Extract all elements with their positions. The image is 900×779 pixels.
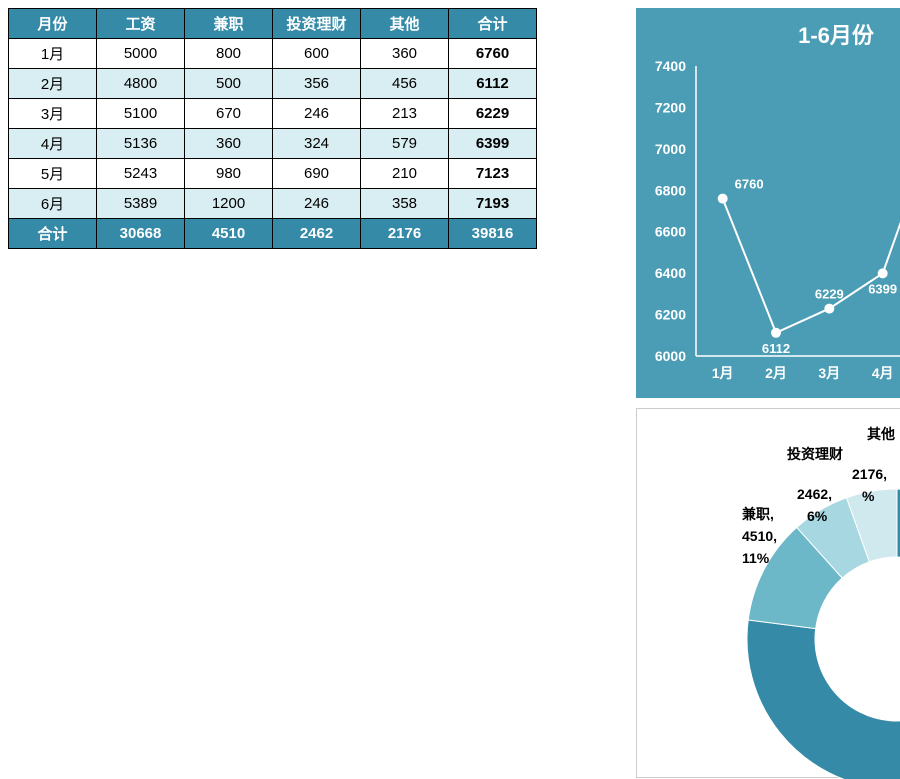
donut-svg: 兼职, 4510, 11% 投资理财 2462, 6% 其他 2176,% [637, 409, 900, 779]
col-other: 其他 [361, 9, 449, 39]
cell-total: 6229 [449, 99, 537, 129]
table-body: 1月 5000 800 600 360 6760 2月 4800 500 356… [9, 39, 537, 219]
cell-total: 7193 [449, 189, 537, 219]
y-tick-label: 7000 [655, 141, 686, 157]
cell: 360 [185, 129, 273, 159]
x-tick-label: 3月 [818, 365, 840, 381]
footer-cell: 30668 [97, 219, 185, 249]
table-row: 6月 5389 1200 246 358 7193 [9, 189, 537, 219]
data-marker [718, 194, 728, 204]
table-row: 2月 4800 500 356 456 6112 [9, 69, 537, 99]
donut-label: 2176, [852, 466, 887, 482]
footer-cell: 2176 [361, 219, 449, 249]
col-invest: 投资理财 [273, 9, 361, 39]
cell: 4800 [97, 69, 185, 99]
donut-label: 11% [742, 550, 770, 566]
cell-total: 6399 [449, 129, 537, 159]
cell: 5月 [9, 159, 97, 189]
y-tick-label: 6800 [655, 182, 686, 198]
cell: 1200 [185, 189, 273, 219]
cell: 358 [361, 189, 449, 219]
footer-cell: 4510 [185, 219, 273, 249]
cell: 5243 [97, 159, 185, 189]
table-row: 3月 5100 670 246 213 6229 [9, 99, 537, 129]
footer-cell: 2462 [273, 219, 361, 249]
data-label: 6760 [735, 177, 764, 192]
col-month: 月份 [9, 9, 97, 39]
chart-title: 1-6月份 [636, 8, 900, 56]
table-row: 5月 5243 980 690 210 7123 [9, 159, 537, 189]
data-label: 6399 [868, 281, 897, 296]
cell: 356 [273, 69, 361, 99]
cell-total: 6112 [449, 69, 537, 99]
income-table: 月份 工资 兼职 投资理财 其他 合计 1月 5000 800 600 360 … [8, 8, 537, 249]
line-chart-svg: 6000 6200 6400 6600 6800 7000 7200 7400 6760 1月 61… [636, 56, 900, 396]
y-tick-label: 6200 [655, 307, 686, 323]
cell: 579 [361, 129, 449, 159]
x-tick-label: 2月 [765, 365, 787, 381]
cell: 360 [361, 39, 449, 69]
donut-label: % [862, 488, 875, 504]
cell: 246 [273, 99, 361, 129]
cell: 5136 [97, 129, 185, 159]
cell: 600 [273, 39, 361, 69]
cell: 324 [273, 129, 361, 159]
table-header: 月份 工资 兼职 投资理财 其他 合计 [9, 9, 537, 39]
table-row: 4月 5136 360 324 579 6399 [9, 129, 537, 159]
footer-cell: 39816 [449, 219, 537, 249]
cell-total: 7123 [449, 159, 537, 189]
cell: 500 [185, 69, 273, 99]
donut-label: 2462, [797, 486, 832, 502]
col-part: 兼职 [185, 9, 273, 39]
cell: 210 [361, 159, 449, 189]
donut-label: 6% [807, 508, 828, 524]
cell: 2月 [9, 69, 97, 99]
table-footer: 合计 30668 4510 2462 2176 39816 [9, 219, 537, 249]
cell: 690 [273, 159, 361, 189]
cell: 1月 [9, 39, 97, 69]
cell: 800 [185, 39, 273, 69]
x-tick-label: 4月 [872, 365, 894, 381]
table: 月份 工资 兼职 投资理财 其他 合计 1月 5000 800 600 360 … [8, 8, 537, 249]
donut-label: 兼职, [742, 506, 774, 522]
cell: 3月 [9, 99, 97, 129]
cell: 670 [185, 99, 273, 129]
footer-cell: 合计 [9, 219, 97, 249]
monthly-line-chart: 1-6月份 6000 6200 6400 6600 6800 7000 7200 7400 67… [636, 8, 900, 398]
data-label: 6229 [815, 287, 844, 302]
y-tick-label: 7400 [655, 58, 686, 74]
y-tick-label: 6600 [655, 224, 686, 240]
cell: 4月 [9, 129, 97, 159]
donut-label: 4510, [742, 528, 777, 544]
data-marker [824, 304, 834, 314]
cell: 5000 [97, 39, 185, 69]
data-label: 6112 [762, 341, 790, 356]
col-salary: 工资 [97, 9, 185, 39]
cell: 980 [185, 159, 273, 189]
cell: 456 [361, 69, 449, 99]
table-row: 1月 5000 800 600 360 6760 [9, 39, 537, 69]
cell-total: 6760 [449, 39, 537, 69]
donut-label: 投资理财 [787, 446, 843, 462]
cell: 213 [361, 99, 449, 129]
y-tick-label: 7200 [655, 99, 686, 115]
y-tick-label: 6000 [655, 348, 686, 364]
x-tick-label: 1月 [712, 365, 734, 381]
donut-label: 其他 [867, 426, 895, 442]
data-marker [878, 268, 888, 278]
cell: 5100 [97, 99, 185, 129]
data-marker [771, 328, 781, 338]
y-tick-label: 6400 [655, 265, 686, 281]
series-line [723, 109, 900, 333]
category-donut-chart: 兼职, 4510, 11% 投资理财 2462, 6% 其他 2176,% [636, 408, 900, 778]
cell: 6月 [9, 189, 97, 219]
cell: 5389 [97, 189, 185, 219]
cell: 246 [273, 189, 361, 219]
col-total: 合计 [449, 9, 537, 39]
